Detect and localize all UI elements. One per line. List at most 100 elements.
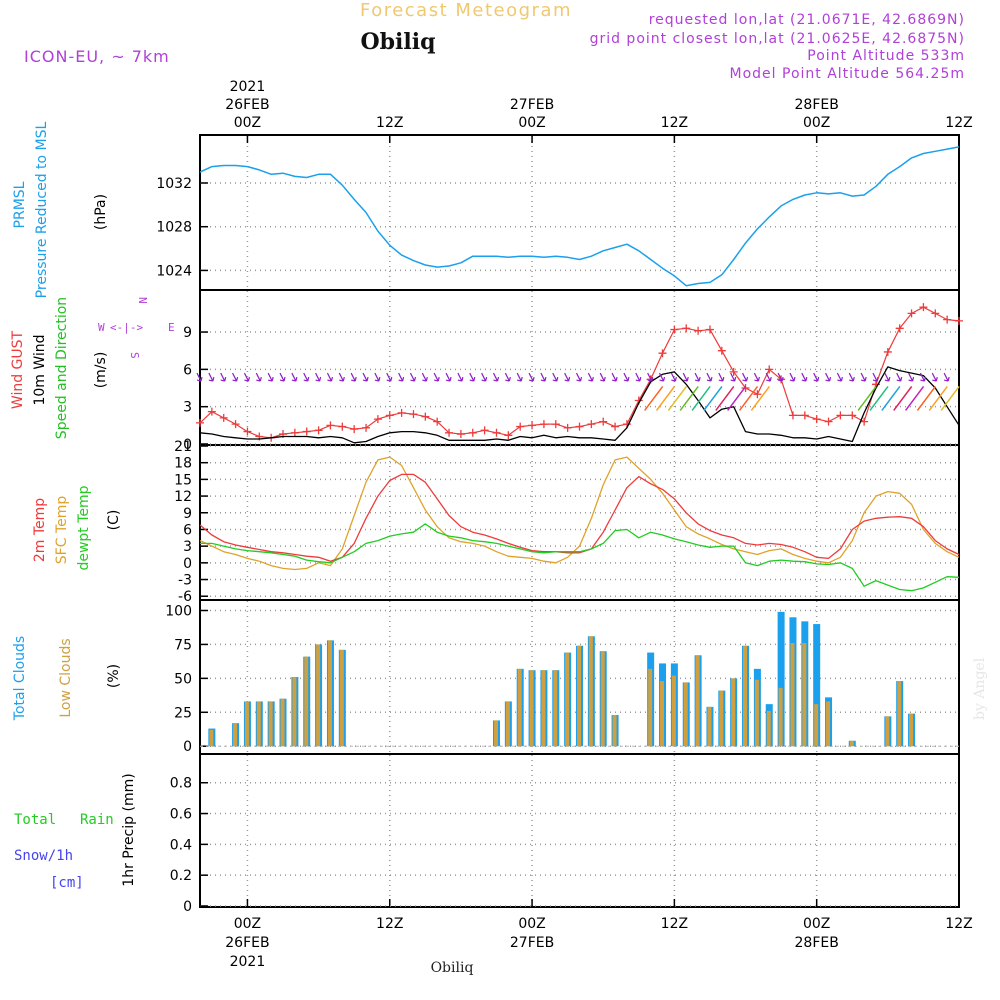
wind-direction-arrow <box>291 372 298 382</box>
wind-ytick-label: 3 <box>183 400 192 416</box>
low-cloud-bar <box>778 687 783 747</box>
strong-wind-arrow <box>679 386 699 411</box>
wind-direction-arrow <box>599 372 606 382</box>
temp-ytick-label: -6 <box>178 589 192 605</box>
gust-marker <box>445 428 454 437</box>
pressure-ytick-label: 1024 <box>156 263 192 279</box>
low-cloud-bar <box>849 740 854 747</box>
top-axis-line1: 2021 <box>230 79 266 95</box>
low-cloud-bar <box>268 701 273 747</box>
gust-marker <box>456 430 465 439</box>
gust-marker <box>421 412 430 421</box>
top-axis-line3: 12Z <box>376 115 403 131</box>
wind-direction-arrow <box>908 372 915 382</box>
low-clouds-label: Low Clouds <box>58 638 74 717</box>
wind-direction-arrow <box>303 372 310 382</box>
low-cloud-bar <box>505 701 510 747</box>
product-title: Forecast Meteogram <box>360 0 572 21</box>
low-cloud-bar <box>885 716 890 747</box>
wind-direction-arrow <box>326 372 334 382</box>
gust-marker <box>207 407 216 416</box>
wind-direction-arrow <box>777 372 784 382</box>
low-cloud-bar <box>814 704 819 747</box>
wind-direction-arrow <box>896 372 903 382</box>
plot-frame <box>199 134 960 908</box>
low-cloud-bar <box>577 645 581 747</box>
sfc-temp-line <box>199 456 960 571</box>
temp-ytick-label: -3 <box>178 573 192 589</box>
gust-marker <box>219 413 228 422</box>
strong-wind-arrow <box>667 386 687 411</box>
pressure-panel: 1024 1028 1032 <box>156 146 960 287</box>
clouds-ytick-label: 50 <box>174 671 192 687</box>
low-cloud-bar <box>648 668 653 747</box>
gust-marker <box>362 423 371 432</box>
rain-label-total: Total <box>14 812 56 828</box>
clouds-ytick-label: 25 <box>174 705 192 721</box>
wind-direction-arrow <box>623 372 630 382</box>
credit-watermark: by Angel <box>972 657 988 720</box>
low-cloud-bar <box>316 644 321 747</box>
wind-direction-arrow <box>848 372 855 382</box>
total-clouds-label: Total Clouds <box>12 636 28 721</box>
low-cloud-bar <box>292 677 297 747</box>
low-cloud-bar <box>588 636 593 747</box>
wind-direction-arrow <box>587 372 594 382</box>
low-cloud-bar <box>612 715 617 747</box>
bottom-axis-line1: 00Z <box>518 916 545 932</box>
low-cloud-bar <box>707 706 712 747</box>
wind-ytick-label: 6 <box>183 362 192 378</box>
low-cloud-bar <box>695 655 700 747</box>
snow-label: Snow/1h <box>14 848 73 864</box>
wind10-label: 10m Wind <box>32 334 48 405</box>
strong-wind-arrow <box>857 386 877 411</box>
wind-ytick-label: 0 <box>183 437 192 453</box>
strong-wind-arrow <box>738 386 759 411</box>
top-time-axis: 2021 26FEB 00Z 12Z 27FEB 00Z 12Z 28FEB 00Z 12Z <box>225 79 972 131</box>
clouds-ytick-label: 75 <box>174 637 192 653</box>
gust-line <box>199 306 960 439</box>
low-cloud-bar <box>209 729 214 747</box>
gust-marker <box>931 309 940 318</box>
strong-wind-arrow <box>655 386 676 411</box>
wind-direction-arrow <box>670 372 677 382</box>
model-altitude: Model Point Altitude 564.25m <box>730 66 965 82</box>
low-cloud-bar <box>600 651 605 747</box>
bottom-time-axis: 00Z 26FEB 2021 12Z 00Z 27FEB 12Z 00Z 28FEB 12Z <box>225 916 972 970</box>
gust-marker <box>350 425 359 434</box>
strong-wind-arrow <box>881 386 901 411</box>
wind-direction-arrow <box>789 372 796 382</box>
strong-wind-arrow <box>904 386 925 411</box>
wind-direction-arrow <box>718 372 725 382</box>
wind-direction-arrow <box>575 372 583 382</box>
temp-ytick-label: 21 <box>174 439 192 455</box>
wind-direction-arrow <box>635 372 642 382</box>
gust-marker <box>231 420 240 429</box>
low-cloud-bar <box>802 643 807 747</box>
gust-marker <box>290 428 299 437</box>
strong-wind-arrow <box>940 386 960 411</box>
top-axis-line3: 00Z <box>234 115 261 131</box>
precip-ytick-label: 0.8 <box>170 776 192 792</box>
low-cloud-bar <box>754 679 759 747</box>
sfc-label: SFC Temp <box>54 496 70 565</box>
temp-ytick-label: 6 <box>183 522 192 538</box>
precip-axis-label: 1hr Precip (mm) <box>121 773 137 886</box>
gust-marker <box>563 423 572 432</box>
wind-direction-arrow <box>338 372 345 382</box>
gust-marker <box>753 390 762 399</box>
wind-direction-arrow <box>860 372 867 382</box>
wind-panel: 0 3 6 9 <box>183 303 963 453</box>
top-axis-line2: 26FEB <box>225 97 269 113</box>
wind-direction-arrow <box>919 372 927 382</box>
gust-marker <box>385 411 394 420</box>
strong-wind-arrow <box>750 386 770 411</box>
low-cloud-bar <box>790 643 795 747</box>
dewpt-line <box>200 523 960 592</box>
gust-marker <box>409 410 418 419</box>
gust-marker <box>468 428 477 437</box>
strong-wind-arrow <box>644 386 664 411</box>
location-title: Obiliq <box>360 29 435 55</box>
bottom-axis-line3: 2021 <box>230 954 266 970</box>
wind-direction-arrow <box>350 372 357 382</box>
